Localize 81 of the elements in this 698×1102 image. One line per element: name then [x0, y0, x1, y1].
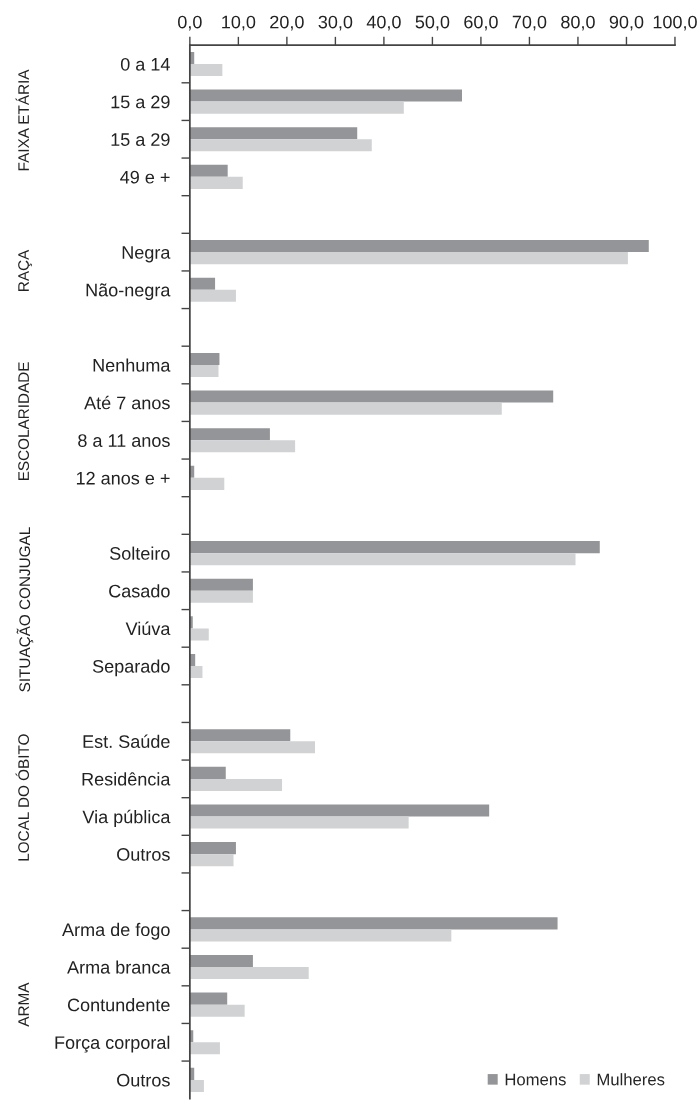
text: ESCOLARIDADE: [18, 362, 30, 481]
bar: [189, 176, 243, 189]
x-tick-label: 10,0: [222, 15, 256, 31]
y-tick-label: Outros: [117, 1073, 170, 1087]
bar: [189, 63, 223, 77]
bar: [189, 778, 283, 791]
bar: [189, 628, 209, 641]
bar: [189, 440, 296, 453]
y-tick-label: Casado: [109, 584, 170, 598]
bar: [189, 390, 554, 403]
legend-label: Homens: [505, 1073, 566, 1086]
y-tick-label: Solteiro: [110, 546, 170, 560]
bar: [189, 352, 220, 365]
bar: [189, 578, 253, 591]
y-tick-label: 12 anos e +: [76, 471, 170, 485]
y-tick-label: Arma branca: [67, 960, 171, 974]
y-tick-label: Arma de fogo: [62, 922, 170, 940]
bar: [189, 854, 234, 867]
bar: [189, 842, 236, 855]
bar: [189, 766, 226, 779]
x-tick-label: 90,0: [609, 15, 644, 31]
bar: [189, 1042, 220, 1055]
y-tick-label: Força corporal: [55, 1035, 170, 1053]
bar: [189, 1004, 245, 1017]
x-tick-label: 100,0: [653, 15, 697, 31]
bar: [189, 139, 372, 152]
y-tick-label: Est. Saúde: [83, 734, 170, 748]
x-tick-label: 80,0: [561, 15, 595, 31]
bar: [189, 402, 502, 415]
bar: [189, 89, 462, 102]
y-tick-label: Separado: [92, 659, 170, 677]
bar: [189, 804, 490, 817]
text: SITUAÇÃO CONJUGAL: [16, 527, 34, 692]
bar: [189, 929, 452, 942]
bar: [189, 477, 225, 490]
y-tick-label: 0 a 14: [120, 57, 170, 71]
bar: [189, 277, 216, 290]
x-tick-label: 40,0: [366, 15, 401, 31]
y-tick-label: Nenhuma: [93, 358, 171, 372]
bar: [189, 954, 253, 967]
bar: [189, 127, 358, 140]
y-tick-label: Até 7 anos: [84, 395, 170, 410]
bar: [189, 741, 316, 754]
x-tick-label: 70,0: [512, 15, 547, 31]
bar: [189, 101, 404, 114]
bar: [189, 428, 270, 441]
bar: [189, 590, 253, 603]
x-tick-label: 50,0: [415, 15, 450, 31]
y-tick-label: 8 a 11 anos: [78, 434, 170, 447]
y-tick-label: Não-negra: [86, 283, 171, 301]
bar: [189, 164, 228, 177]
bar: [189, 1079, 204, 1092]
text: RAÇA: [18, 249, 33, 291]
y-tick-label: Contundente: [67, 998, 170, 1012]
legend-label: Mulheres: [597, 1073, 665, 1086]
y-tick-label: 15 a 29: [111, 95, 170, 109]
text: FAIXA ETÁRIA: [15, 69, 29, 171]
x-tick-label: 30,0: [318, 15, 353, 31]
bar: [189, 729, 291, 742]
bar: [189, 365, 219, 378]
y-tick-label: Viúva: [125, 621, 171, 636]
x-tick-label: 60,0: [464, 15, 498, 31]
y-tick-label: Outros: [117, 848, 170, 861]
bar: [189, 917, 558, 930]
y-tick-label: Negra: [122, 246, 171, 263]
text: LOCAL DO ÓBITO: [15, 734, 30, 861]
bar: [189, 816, 409, 829]
x-tick-label: 20,0: [270, 15, 304, 31]
bar: [189, 541, 600, 554]
text: ARMA: [18, 982, 29, 1027]
x-tick-label: 0,0: [178, 15, 202, 31]
bar: [189, 289, 236, 302]
bar: [189, 967, 309, 980]
bar: [189, 252, 628, 265]
y-tick-label: Residência: [82, 772, 171, 786]
y-tick-label: 15 a 29: [111, 133, 170, 146]
bar: [189, 240, 649, 253]
y-tick-label: 49 e +: [120, 170, 170, 184]
bar: [189, 553, 576, 566]
bar: [189, 992, 228, 1005]
y-tick-label: Via pública: [82, 809, 171, 827]
